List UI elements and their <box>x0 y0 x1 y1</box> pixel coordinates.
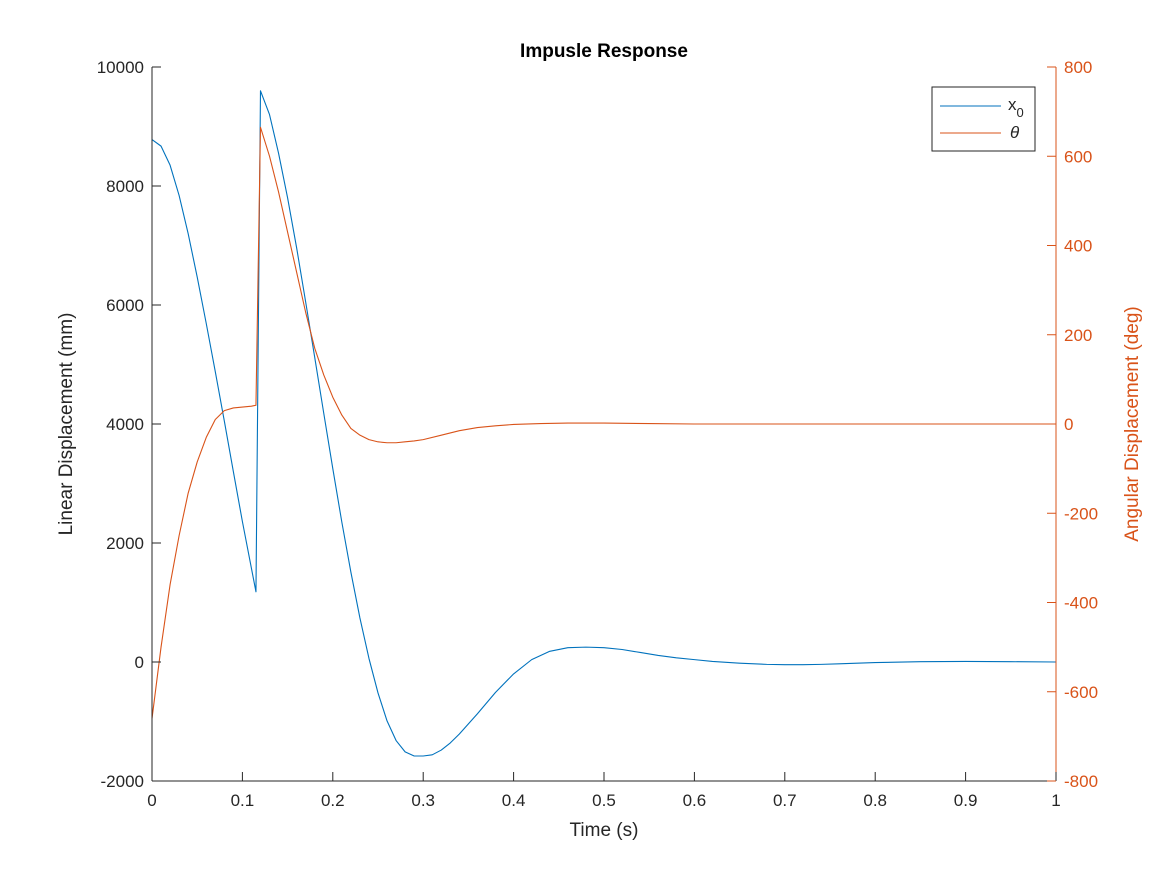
right-y-tick-label: 400 <box>1064 237 1092 256</box>
x-tick-label: 0.8 <box>863 791 887 810</box>
right-y-ticks: -800 -600 -400 -200 0 200 400 600 800 <box>1047 58 1098 791</box>
right-y-tick-label: 0 <box>1064 415 1073 434</box>
x-ticks: 0 0.1 0.2 0.3 0.4 0.5 0.6 0.7 0.8 0.9 1 <box>147 772 1061 810</box>
x-tick-label: 0.7 <box>773 791 797 810</box>
legend-x0-subscript: 0 <box>1017 105 1024 120</box>
series-line-theta <box>151 126 1056 719</box>
x-tick-label: 0.1 <box>231 791 255 810</box>
right-y-axis-label: Angular Displacement (deg) <box>1122 306 1143 542</box>
left-y-tick-label: 8000 <box>106 177 144 196</box>
x-tick-label: 0.9 <box>954 791 978 810</box>
left-y-ticks: -2000 0 2000 4000 6000 8000 10000 <box>97 58 161 791</box>
x-tick-label: 0.3 <box>411 791 435 810</box>
x-tick-label: 0.2 <box>321 791 345 810</box>
x-tick-label: 0.4 <box>502 791 526 810</box>
right-y-tick-label: -600 <box>1064 683 1098 702</box>
chart-title: Impusle Response <box>520 41 688 62</box>
right-y-tick-label: 800 <box>1064 58 1092 77</box>
x-tick-label: 1 <box>1051 791 1060 810</box>
left-y-tick-label: -2000 <box>101 772 144 791</box>
left-y-tick-label: 4000 <box>106 415 144 434</box>
left-y-tick-label: 0 <box>135 653 144 672</box>
right-y-tick-label: 200 <box>1064 326 1092 345</box>
left-y-tick-label: 10000 <box>97 58 144 77</box>
series-line-x0 <box>151 90 1057 757</box>
legend-entry-theta: θ <box>1010 123 1020 142</box>
series-layer <box>151 90 1057 757</box>
left-y-axis-label: Linear Displacement (mm) <box>56 313 77 536</box>
legend-box <box>931 86 1036 152</box>
legend-entry-x0: x0 <box>1008 95 1024 120</box>
right-y-tick-label: -200 <box>1064 504 1098 523</box>
right-y-tick-label: -800 <box>1064 772 1098 791</box>
left-y-tick-label: 6000 <box>106 296 144 315</box>
legend-x0-base: x <box>1008 95 1017 114</box>
right-y-tick-label: 600 <box>1064 147 1092 166</box>
left-y-tick-label: 2000 <box>106 534 144 553</box>
right-y-tick-label: -400 <box>1064 594 1098 613</box>
x-tick-label: 0.6 <box>683 791 707 810</box>
x-axis-label: Time (s) <box>570 820 639 841</box>
x-tick-label: 0 <box>147 791 156 810</box>
x-tick-label: 0.5 <box>592 791 616 810</box>
legend: x0 θ <box>931 86 1036 152</box>
